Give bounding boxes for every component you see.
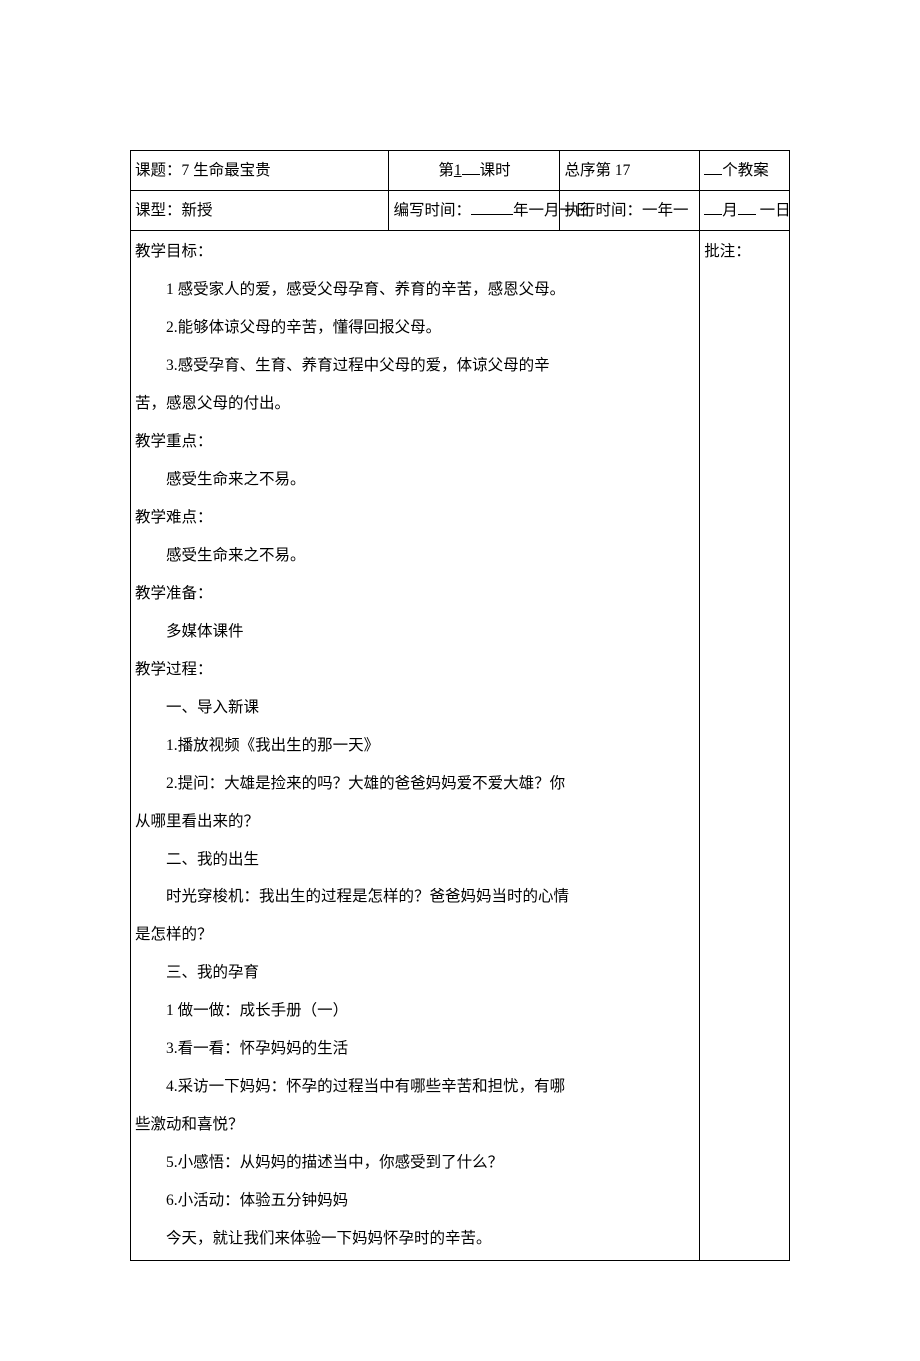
goal-2: 2.能够体谅父母的辛苦，懂得回报父母。 xyxy=(135,309,441,347)
diff-text: 感受生命来之不易。 xyxy=(135,537,306,575)
sec3-6: 6.小活动：体验五分钟妈妈 xyxy=(135,1182,348,1220)
header-row-1: 课题：7 生命最宝贵 第1 课时 总序第 17 个教案 xyxy=(131,151,790,191)
period-number: 1 xyxy=(454,162,462,179)
note-label: 批注： xyxy=(704,243,751,260)
sec3-4a: 4.采访一下妈妈：怀孕的过程当中有哪些辛苦和担忧，有哪 xyxy=(135,1068,565,1106)
seq-blank xyxy=(704,159,722,176)
exec-time-cell-2: 月 一日 xyxy=(700,191,790,231)
seq-number: 17 xyxy=(615,162,631,179)
sec3-1: 1 做一做：成长手册（一） xyxy=(135,992,348,1030)
period-cell: 第1 课时 xyxy=(389,151,560,191)
header-row-2: 课型：新授 编写时间：年一月一日 执行时间：一年一 月 一日 xyxy=(131,191,790,231)
seq-suffix: 个教案 xyxy=(722,162,769,179)
sec2-1a: 时光穿梭机：我出生的过程是怎样的？爸爸妈妈当时的心情 xyxy=(135,878,569,916)
sequence-cell: 总序第 17 xyxy=(560,151,700,191)
period-blank xyxy=(462,159,480,176)
sec1-2b: 从哪里看出来的？ xyxy=(135,803,695,841)
goal-3b: 苦，感恩父母的付出。 xyxy=(135,385,695,423)
compose-time-cell: 编写时间：年一月一日 xyxy=(389,191,560,231)
type-value: 新授 xyxy=(182,202,213,219)
seq-prefix: 总序第 xyxy=(564,162,611,179)
exec-label: 执行时间： xyxy=(564,202,642,219)
sec3-7: 今天，就让我们来体验一下妈妈怀孕时的辛苦。 xyxy=(135,1220,492,1258)
lesson-plan-page: 课题：7 生命最宝贵 第1 课时 总序第 17 个教案 课型：新授 编写时间：年一… xyxy=(0,0,920,1361)
sec1-title: 一、导入新课 xyxy=(135,689,259,727)
topic-label: 课题： xyxy=(135,162,182,179)
main-content-cell: 教学目标： 1 感受家人的爱，感受父母孕育、养育的辛苦，感恩父母。 2.能够体谅… xyxy=(131,231,700,1261)
goal-label: 教学目标： xyxy=(135,233,695,271)
compose-blank xyxy=(471,199,513,216)
sec2-title: 二、我的出生 xyxy=(135,841,259,879)
lesson-plan-table: 课题：7 生命最宝贵 第1 课时 总序第 17 个教案 课型：新授 编写时间：年一… xyxy=(130,150,790,1261)
content-row: 教学目标： 1 感受家人的爱，感受父母孕育、养育的辛苦，感恩父母。 2.能够体谅… xyxy=(131,231,790,1261)
sec2-1b: 是怎样的？ xyxy=(135,916,695,954)
exec-time-cell: 执行时间：一年一 xyxy=(560,191,700,231)
sec3-3: 3.看一看：怀孕妈妈的生活 xyxy=(135,1030,348,1068)
proc-label: 教学过程： xyxy=(135,651,695,689)
focus-label: 教学重点： xyxy=(135,423,695,461)
topic-cell: 课题：7 生命最宝贵 xyxy=(131,151,389,191)
exec-blank1 xyxy=(704,199,722,216)
prep-label: 教学准备： xyxy=(135,575,695,613)
topic-value: 7 生命最宝贵 xyxy=(182,162,271,179)
sec3-title: 三、我的孕育 xyxy=(135,954,259,992)
type-label: 课型： xyxy=(135,202,182,219)
exec-blank2 xyxy=(738,199,756,216)
sequence-suffix-cell: 个教案 xyxy=(700,151,790,191)
sec3-5: 5.小感悟：从妈妈的描述当中，你感受到了什么？ xyxy=(135,1144,503,1182)
sec1-1: 1.播放视频《我出生的那一天》 xyxy=(135,727,379,765)
compose-label: 编写时间： xyxy=(393,202,471,219)
goal-1: 1 感受家人的爱，感受父母孕育、养育的辛苦，感恩父母。 xyxy=(135,271,565,309)
period-suffix: 课时 xyxy=(480,162,511,179)
exec-fill-b: 月 xyxy=(722,202,738,219)
exec-fill-c: 一日 xyxy=(760,202,791,219)
sec1-2a: 2.提问：大雄是捡来的吗？大雄的爸爸妈妈爱不爱大雄？你 xyxy=(135,765,565,803)
sec3-4b: 些激动和喜悦？ xyxy=(135,1106,695,1144)
focus-text: 感受生命来之不易。 xyxy=(135,461,306,499)
prep-text: 多媒体课件 xyxy=(135,613,244,651)
diff-label: 教学难点： xyxy=(135,499,695,537)
exec-fill-a: 一年一 xyxy=(642,202,689,219)
type-cell: 课型：新授 xyxy=(131,191,389,231)
goal-3a: 3.感受孕育、生育、养育过程中父母的爱，体谅父母的辛 xyxy=(135,347,550,385)
period-prefix: 第 xyxy=(438,162,454,179)
note-cell: 批注： xyxy=(700,231,790,1261)
